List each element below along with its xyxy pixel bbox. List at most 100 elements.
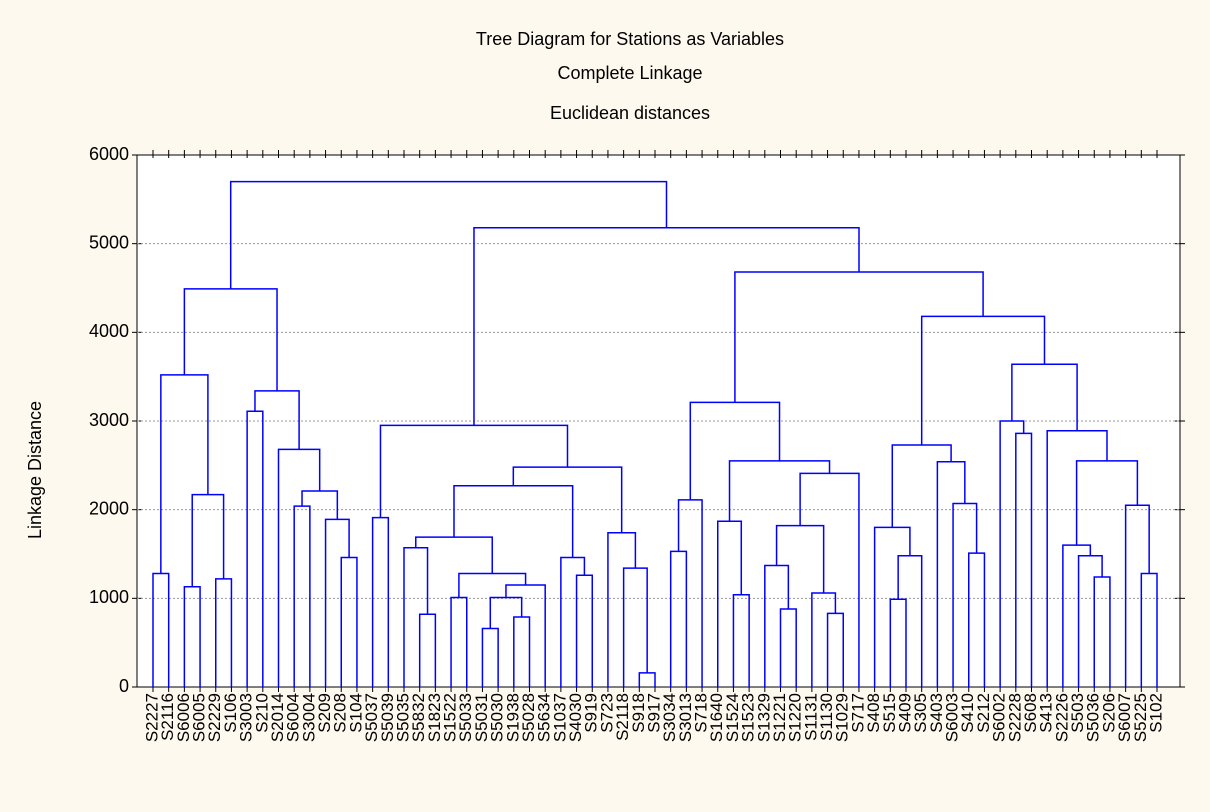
leaf-label: S1823: [425, 693, 444, 742]
link: [1140, 572, 1158, 687]
leaf-label: S5033: [456, 693, 475, 742]
link: [512, 466, 623, 533]
leaf-label: S608: [1021, 693, 1040, 733]
y-tick-label: 2000: [89, 498, 129, 518]
leaf-label: S6005: [190, 693, 209, 742]
leaf-label: S917: [644, 693, 663, 733]
leaf-label: S206: [1099, 693, 1118, 733]
leaf-label: S515: [880, 693, 899, 733]
leaf-label: S1221: [770, 693, 789, 742]
leaf-label: S409: [895, 693, 914, 733]
leaf-label: S209: [315, 693, 334, 733]
link: [560, 556, 586, 687]
leaf-label: S5035: [393, 693, 412, 742]
leaf-label: S2228: [1005, 693, 1024, 742]
y-tick-label: 1000: [89, 587, 129, 607]
leaf-label: S305: [911, 693, 930, 733]
leaf-label: S1938: [503, 693, 522, 742]
link: [229, 180, 668, 289]
y-tick-label: 3000: [89, 410, 129, 430]
link: [246, 410, 264, 687]
leaf-label: S1029: [833, 693, 852, 742]
leaf-label: S210: [252, 693, 271, 733]
leaf-label: S3004: [299, 693, 318, 742]
leaf-label: S2229: [205, 693, 224, 742]
leaf-label: S5031: [472, 693, 491, 742]
link: [732, 594, 750, 687]
leaf-label: S2014: [268, 693, 287, 742]
chart-title: Tree Diagram for Stations as Variables: [476, 29, 784, 49]
leaf-label: S5225: [1131, 693, 1150, 742]
leaf-label: S1329: [754, 693, 773, 742]
link: [826, 612, 844, 687]
leaf-label: S1524: [723, 693, 742, 742]
leaf-label: S208: [331, 693, 350, 733]
leaf-label: S5039: [378, 693, 397, 742]
leaf-label: S718: [692, 693, 711, 733]
link: [473, 226, 860, 426]
link: [183, 586, 201, 687]
leaf-label: S2116: [158, 693, 177, 741]
y-axis-label: Linkage Distance: [25, 401, 45, 539]
leaf-label: S4030: [566, 693, 585, 742]
link: [936, 461, 966, 687]
leaf-label: S5028: [519, 693, 538, 742]
y-tick-label: 6000: [89, 144, 129, 164]
leaf-label: S2118: [613, 693, 632, 741]
leaf-label: S212: [974, 693, 993, 733]
leaf-label: S919: [582, 693, 601, 733]
leaf-label: S3034: [660, 693, 679, 742]
link: [458, 572, 527, 598]
y-tick-label: 0: [119, 676, 129, 696]
link: [371, 516, 390, 687]
leaf-label: S6002: [990, 693, 1009, 742]
link: [183, 288, 278, 391]
leaf-label: S1131: [801, 693, 820, 741]
y-tick-label: 4000: [89, 321, 129, 341]
leaf-label: S410: [958, 693, 977, 733]
leaf-label: S6003: [943, 693, 962, 742]
link: [764, 564, 790, 687]
link: [215, 578, 233, 687]
leaf-label: S503: [1068, 693, 1087, 733]
leaf-label: S106: [221, 693, 240, 733]
leaf-label: S723: [597, 693, 616, 733]
link: [450, 596, 468, 687]
leaf-label: S5634: [535, 693, 554, 742]
leaf-label: S5037: [362, 693, 381, 742]
link: [489, 596, 523, 629]
leaf-label: S1640: [707, 693, 726, 742]
leaf-label: S918: [629, 693, 648, 733]
leaf-label: S2226: [1052, 693, 1071, 742]
leaf-label: S1220: [786, 693, 805, 742]
chart-subtitle: Euclidean distances: [550, 103, 710, 123]
leaf-label: S408: [864, 693, 883, 733]
leaf-label: S1522: [441, 693, 460, 742]
link: [775, 524, 825, 594]
link: [622, 567, 648, 687]
leaf-label: S104: [346, 693, 365, 733]
y-tick-label: 5000: [89, 232, 129, 252]
chart-subtitle: Complete Linkage: [557, 63, 702, 83]
leaf-label: S1523: [739, 693, 758, 742]
leaf-label: S5036: [1084, 693, 1103, 742]
leaf-label: S1130: [817, 693, 836, 741]
leaf-label: S102: [1146, 693, 1165, 733]
link: [453, 484, 574, 558]
link: [152, 572, 170, 687]
leaf-label: S3013: [676, 693, 695, 742]
leaf-label: S5832: [409, 693, 428, 742]
leaf-label: S6007: [1115, 693, 1134, 742]
leaf-label: S2227: [142, 693, 161, 742]
link: [301, 490, 339, 520]
leaf-label: S5030: [488, 693, 507, 742]
leaf-label: S403: [927, 693, 946, 733]
leaf-label: S1037: [550, 693, 569, 742]
leaf-label: S6006: [174, 693, 193, 742]
leaf-label: S717: [848, 693, 867, 733]
leaf-label: S6004: [284, 693, 303, 742]
leaf-label: S3003: [237, 693, 256, 742]
leaf-label: S413: [1037, 693, 1056, 733]
link: [340, 556, 358, 687]
